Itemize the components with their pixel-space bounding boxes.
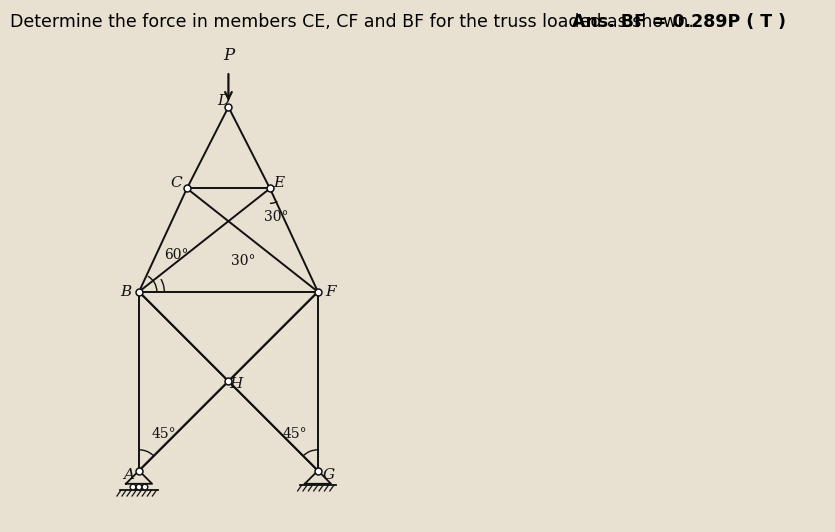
Text: B: B xyxy=(120,285,131,299)
Text: P: P xyxy=(223,47,234,64)
Text: C: C xyxy=(170,176,182,190)
Text: Ans. BF = 0.289P ( T ): Ans. BF = 0.289P ( T ) xyxy=(572,13,786,31)
Text: D: D xyxy=(218,94,230,108)
Text: 60°: 60° xyxy=(164,248,188,262)
Circle shape xyxy=(142,484,148,490)
Text: G: G xyxy=(322,469,335,483)
Text: 45°: 45° xyxy=(283,427,307,440)
Text: Determine the force in members CE, CF and BF for the truss loaded as shown.: Determine the force in members CE, CF an… xyxy=(10,13,694,31)
Text: H: H xyxy=(229,377,242,391)
Text: 30°: 30° xyxy=(264,210,288,224)
Text: 30°: 30° xyxy=(231,254,256,268)
Text: F: F xyxy=(326,285,337,299)
Circle shape xyxy=(130,484,136,490)
Circle shape xyxy=(136,484,142,490)
Text: E: E xyxy=(274,176,285,190)
Text: 45°: 45° xyxy=(152,427,176,440)
Text: A: A xyxy=(123,469,134,483)
